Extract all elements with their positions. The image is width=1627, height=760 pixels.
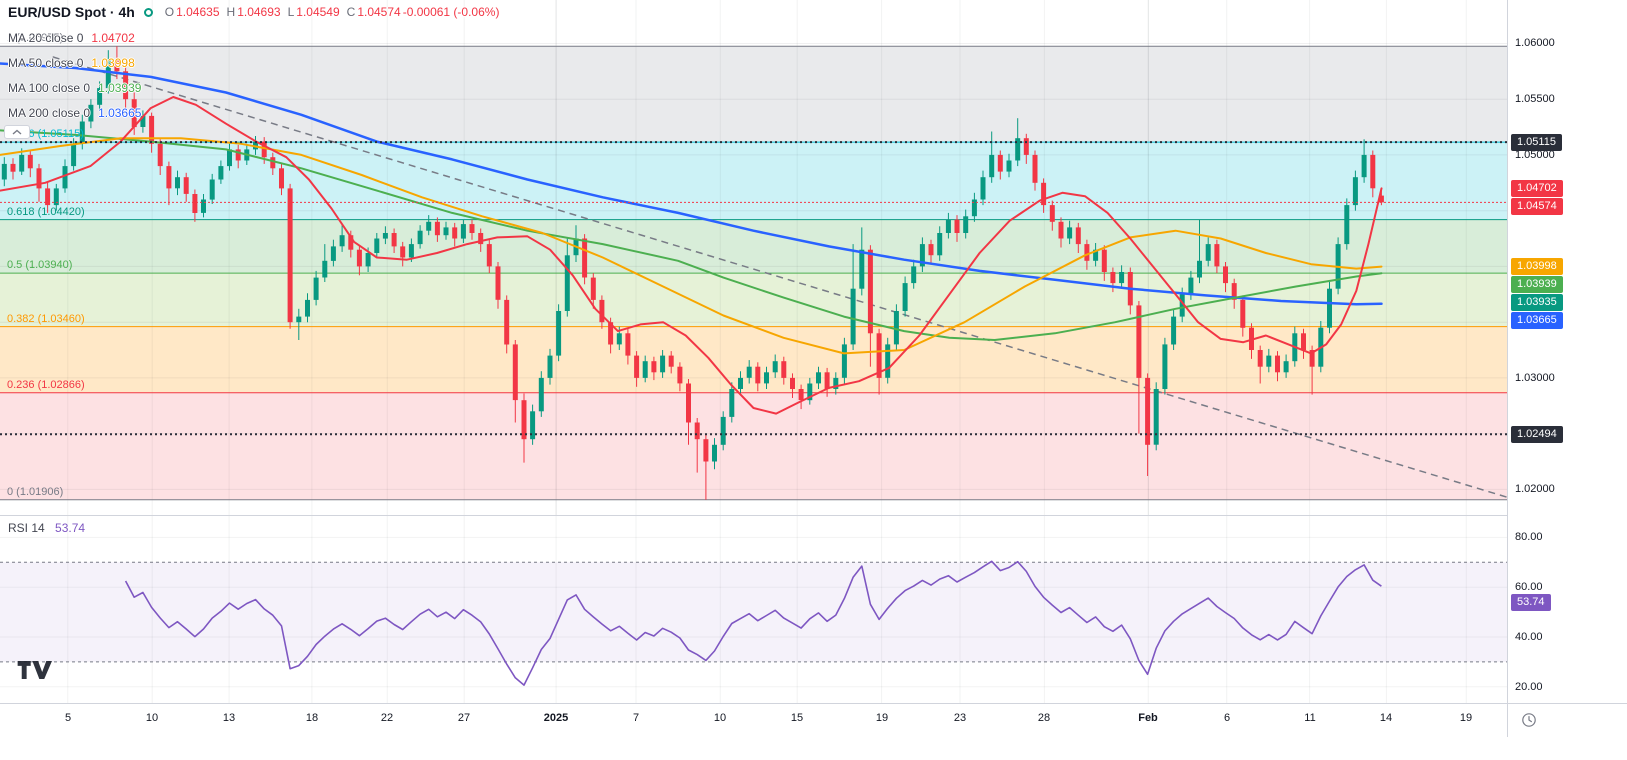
time-axis-label: 7 — [632, 712, 640, 724]
time-axis-label: 15 — [790, 712, 804, 724]
time-axis-label: 10 — [713, 712, 727, 724]
ma-100-label: MA 100 close 0 — [8, 81, 91, 95]
close-value: 1.04574 — [357, 5, 401, 19]
price-axis-tick: 1.05000 — [1515, 149, 1555, 161]
price-axis-badge: 1.03665 — [1511, 312, 1563, 329]
low-label: L — [287, 5, 295, 19]
price-axis-tick: 1.02000 — [1515, 483, 1555, 495]
high-label: H — [226, 5, 236, 19]
ma-50-value: 1.03998 — [91, 56, 135, 70]
price-axis-badge: 1.05115 — [1511, 134, 1562, 151]
chevron-up-icon — [12, 129, 22, 135]
rsi-axis-tick: 60.00 — [1515, 581, 1543, 593]
rsi-axis-tick: 40.00 — [1515, 631, 1543, 643]
time-axis-label: 18 — [305, 712, 319, 724]
rsi-axis-badge: 53.74 — [1511, 594, 1551, 611]
change-value: -0.00061 (-0.06%) — [402, 5, 500, 19]
rsi-legend[interactable]: RSI 14 53.74 — [8, 521, 85, 535]
timezone-clock-icon[interactable] — [1521, 712, 1537, 728]
low-value: 1.04549 — [296, 5, 340, 19]
time-axis-label: 14 — [1379, 712, 1393, 724]
price-axis-tick: 1.03000 — [1515, 372, 1555, 384]
open-value: 1.04635 — [176, 5, 220, 19]
ma-50-legend-row[interactable]: MA 50 close 0 1.03998 — [8, 56, 499, 70]
fib-level-label: 0 (1.01906) — [7, 486, 64, 498]
ma-200-legend-row[interactable]: MA 200 close 0 1.03665 — [8, 106, 499, 120]
downtrend-line — [52, 56, 1507, 498]
ohlc-readout: O 1.04635 H 1.04693 L 1.04549 C 1.04574 -0.0… — [160, 5, 500, 19]
legend-collapse-button[interactable] — [4, 125, 30, 139]
price-axis-badge: 1.04702 — [1511, 180, 1563, 197]
time-axis-label: 19 — [1459, 712, 1473, 724]
ma-200-label: MA 200 close 0 — [8, 106, 91, 120]
grid-layer — [0, 0, 1507, 515]
axis-corner — [1507, 703, 1627, 737]
price-axis[interactable]: 1.060001.055001.050001.045001.030001.020… — [1507, 0, 1627, 737]
rsi-axis-tick: 20.00 — [1515, 681, 1543, 693]
price-axis-badge: 1.03939 — [1511, 276, 1563, 293]
ma-20-legend-row[interactable]: MA 20 close 0 1.04702 — [8, 31, 499, 45]
fib-level-label: 0.618 (1.04420) — [7, 206, 85, 218]
close-label: C — [346, 5, 356, 19]
time-axis-label: Feb — [1138, 712, 1158, 724]
price-axis-badge: 1.03998 — [1511, 258, 1563, 275]
open-label: O — [164, 5, 175, 19]
ma-100-value: 1.03939 — [98, 81, 142, 95]
rsi-indicator-chart[interactable] — [0, 515, 1507, 703]
high-value: 1.04693 — [237, 5, 281, 19]
time-axis-label: 22 — [380, 712, 394, 724]
time-axis-label: 23 — [953, 712, 967, 724]
candlestick-chart[interactable] — [0, 0, 1507, 515]
fib-level-label: 0.236 (1.02866) — [7, 379, 85, 391]
symbol-header-row: EUR/USD Spot · 4h O 1.04635 H 1.04693 L 1.0… — [8, 4, 499, 20]
data-source-icon — [143, 7, 153, 17]
rsi-axis-tick: 80.00 — [1515, 531, 1543, 543]
price-axis-badge: 1.04574 — [1511, 198, 1563, 215]
candles-layer — [1, 46, 1384, 500]
time-axis-label: 6 — [1223, 712, 1231, 724]
price-axis-tick: 1.05500 — [1515, 93, 1555, 105]
ma-20-label: MA 20 close 0 — [8, 31, 84, 45]
ma-20-value: 1.04702 — [91, 31, 135, 45]
chart-legend: EUR/USD Spot · 4h O 1.04635 H 1.04693 L 1.0… — [8, 4, 499, 120]
fib-bands-layer — [0, 46, 1507, 500]
symbol-title[interactable]: EUR/USD Spot · 4h — [8, 4, 135, 20]
price-axis-badge: 1.03935 — [1511, 294, 1563, 311]
tradingview-logo-icon — [17, 661, 52, 679]
fib-level-label: 0.5 (1.03940) — [7, 259, 73, 271]
rsi-line — [124, 560, 1382, 686]
price-axis-badge: 1.02494 — [1511, 426, 1563, 443]
time-axis-label: 11 — [1304, 712, 1316, 724]
ma-100-legend-row[interactable]: MA 100 close 0 1.03939 — [8, 81, 499, 95]
fib-level-label: 1 (1.05975) — [7, 32, 64, 44]
price-axis-tick: 1.06000 — [1515, 37, 1555, 49]
rsi-label: RSI 14 — [8, 521, 45, 535]
time-axis-label: 27 — [457, 712, 471, 724]
time-axis-label: 2025 — [543, 712, 569, 724]
rsi-band — [0, 562, 1507, 662]
tradingview-logo[interactable] — [16, 658, 52, 682]
time-axis-label: 10 — [145, 712, 159, 724]
time-axis-label: 19 — [875, 712, 889, 724]
fib-level-label: 0.382 (1.03460) — [7, 313, 85, 325]
rsi-value: 53.74 — [55, 521, 86, 535]
time-axis-label: 28 — [1037, 712, 1051, 724]
moving-averages-layer — [0, 62, 1383, 415]
time-axis-label: 5 — [64, 712, 72, 724]
time-axis[interactable]: 5 10 13 18 22 27 2025 7 10 15 19 23 28 Feb 6 11 14 19 — [0, 703, 1507, 737]
ma-200-value: 1.03665 — [98, 106, 142, 120]
ma-50-label: MA 50 close 0 — [8, 56, 84, 70]
time-axis-label: 13 — [222, 712, 236, 724]
